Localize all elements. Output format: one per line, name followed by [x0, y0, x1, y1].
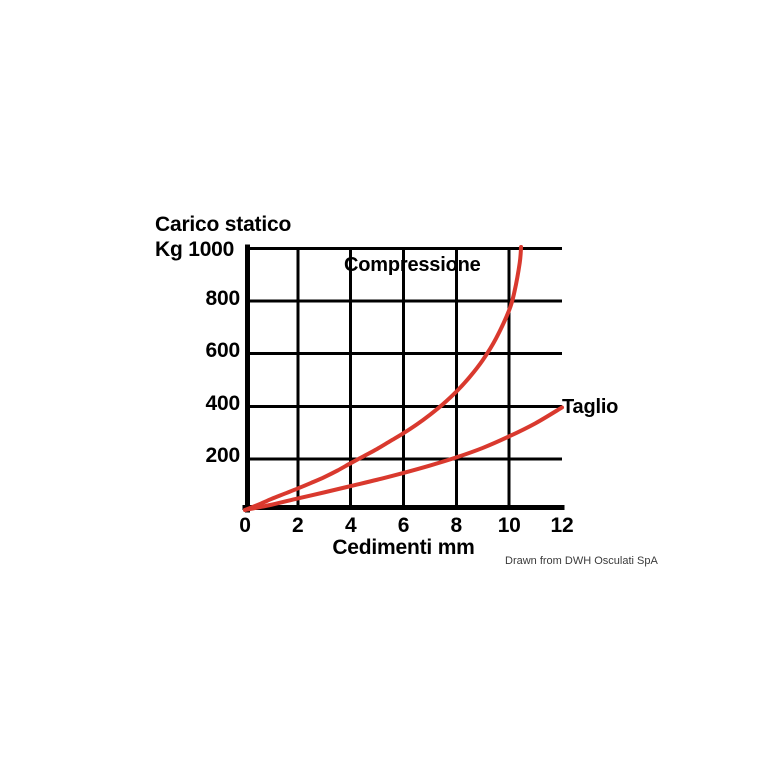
y-axis-title-line2: Kg 1000 — [155, 238, 235, 261]
y-axis-ticks: 800 600 400 200 — [148, 247, 241, 510]
plot-svg — [242, 244, 565, 513]
y-tick-200: 200 — [205, 444, 241, 468]
series-label-compressione: Compressione — [344, 254, 481, 276]
x-tick-8: 8 — [450, 514, 463, 537]
series-line-taglio — [243, 405, 564, 512]
series-line-compressione — [243, 245, 524, 512]
y-tick-400: 400 — [205, 391, 241, 415]
y-tick-800: 800 — [205, 286, 241, 310]
y-tick-600: 600 — [205, 339, 241, 363]
x-tick-10: 10 — [497, 514, 521, 537]
x-tick-12: 12 — [550, 514, 574, 537]
x-tick-4: 4 — [344, 514, 357, 537]
x-tick-6: 6 — [397, 514, 410, 537]
x-tick-2: 2 — [292, 514, 304, 537]
vertical-gridlines — [296, 247, 511, 510]
x-tick-0: 0 — [239, 514, 251, 537]
x-axis-ticks: 0 2 4 6 8 10 12 — [239, 514, 573, 544]
y-axis-title: Carico statico Kg 1000 — [155, 212, 355, 262]
series-label-taglio: Taglio — [562, 396, 619, 418]
axis-spines — [242, 244, 565, 513]
credit-text: Drawn from DWH Osculati SpA — [505, 555, 658, 567]
plot-area — [242, 244, 565, 513]
y-axis-title-line1: Carico statico — [155, 213, 292, 236]
x-axis-title: Cedimenti mm — [332, 536, 475, 559]
